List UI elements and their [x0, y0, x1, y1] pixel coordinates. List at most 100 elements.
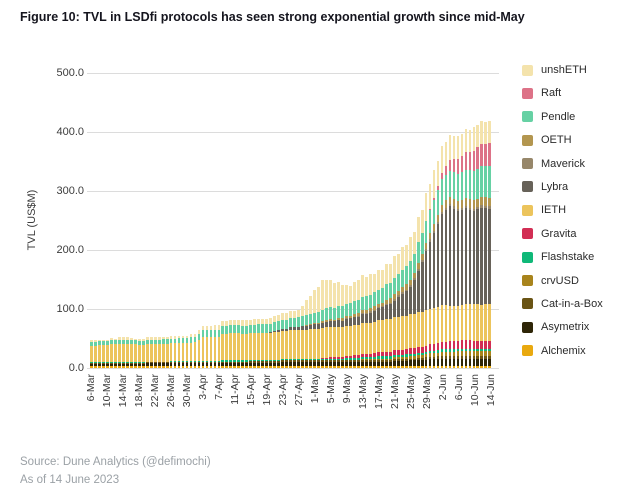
- bar-segment-alchemix: [225, 366, 229, 368]
- legend-item-asymetrix: Asymetrix: [522, 321, 603, 333]
- bar: [400, 246, 404, 368]
- bar-segment-alchemix: [233, 366, 237, 368]
- bar: [129, 337, 133, 368]
- x-tick-label: 7-Apr: [213, 374, 225, 400]
- bar-segment-unsheth: [93, 340, 97, 343]
- bar-segment-oeth: [480, 196, 484, 206]
- bar-segment-gravita: [404, 349, 408, 355]
- bar-segment-pendle: [177, 337, 181, 343]
- bar-segment-asymetrix: [213, 363, 217, 367]
- bar-segment-alchemix: [121, 366, 125, 368]
- bar-segment-ieth: [129, 344, 133, 363]
- bar-segment-asymetrix: [325, 362, 328, 367]
- bar-segment-flashstake: [468, 348, 472, 352]
- bar-segment-flashstake: [181, 360, 185, 363]
- bar-segment-lybra: [301, 326, 304, 330]
- bar-segment-alchemix: [173, 366, 177, 368]
- bar-segment-unsheth: [297, 310, 300, 318]
- bar-segment-crvusd: [464, 351, 468, 357]
- y-tick-label: 200.0: [56, 244, 84, 256]
- bar-segment-pendle: [444, 174, 448, 201]
- bar-segment-asymetrix: [436, 358, 440, 366]
- bar-segment-unsheth: [90, 340, 93, 343]
- bar-segment-asymetrix: [121, 363, 125, 367]
- bar-segment-flashstake: [424, 352, 428, 355]
- bar-segment-alchemix: [249, 366, 253, 368]
- bar-segment-ieth: [372, 322, 376, 354]
- bar-segment-lybra: [333, 321, 336, 328]
- legend-swatch: [522, 64, 533, 76]
- bar-segment-cat-in-a-box: [145, 362, 149, 364]
- bar-segment-unsheth: [225, 321, 229, 327]
- bar-segment-asymetrix: [261, 362, 265, 367]
- bar-segment-unsheth: [321, 279, 324, 311]
- bar-segment-cat-in-a-box: [372, 359, 376, 362]
- bar-segment-asymetrix: [137, 363, 141, 367]
- bar-segment-pendle: [97, 341, 101, 346]
- bar-segment-flashstake: [193, 360, 197, 363]
- bar: [225, 321, 229, 368]
- bar-segment-ieth: [169, 343, 173, 361]
- bar-segment-asymetrix: [364, 361, 368, 367]
- bar-segment-ieth: [464, 304, 468, 341]
- bar-segment-asymetrix: [376, 361, 380, 367]
- bar: [313, 290, 316, 368]
- bar-segment-ieth: [213, 337, 217, 361]
- bar-segment-pendle: [388, 282, 392, 299]
- bar: [101, 339, 105, 368]
- bar-segment-flashstake: [121, 362, 125, 363]
- legend-item-ieth: IETH: [522, 204, 603, 216]
- bar-segment-cat-in-a-box: [468, 356, 472, 359]
- bar-segment-asymetrix: [404, 360, 408, 367]
- bar-segment-cat-in-a-box: [157, 362, 161, 364]
- gridline: [87, 250, 499, 251]
- bar: [305, 300, 308, 368]
- bar-segment-asymetrix: [117, 363, 121, 367]
- bar-segment-ieth: [368, 322, 372, 354]
- bar-segment-alchemix: [253, 366, 257, 368]
- bar-segment-maverick: [444, 207, 448, 210]
- bar-segment-oeth: [360, 310, 364, 314]
- bar-segment-ieth: [93, 345, 97, 363]
- bar-segment-gravita: [392, 350, 396, 356]
- bar-segment-alchemix: [193, 366, 197, 368]
- bar-segment-oeth: [476, 198, 480, 207]
- x-tick-label: 25-May: [405, 374, 417, 410]
- bar-segment-ieth: [117, 343, 121, 363]
- bar-segment-alchemix: [141, 366, 145, 368]
- bar-segment-asymetrix: [480, 358, 484, 366]
- bar-segment-cat-in-a-box: [456, 356, 460, 359]
- bar-segment-pendle: [352, 301, 356, 315]
- bar-segment-maverick: [364, 312, 368, 314]
- bar-segment-ieth: [404, 315, 408, 350]
- bar-segment-gravita: [360, 353, 364, 358]
- bar-segment-maverick: [380, 306, 384, 308]
- bar-segment-alchemix: [364, 366, 368, 368]
- bar: [277, 314, 281, 368]
- bar-segment-asymetrix: [345, 361, 348, 367]
- bar-segment-lybra: [488, 208, 492, 305]
- bar-segment-pendle: [117, 339, 121, 344]
- legend-swatch: [522, 298, 533, 310]
- bar-segment-crvusd: [476, 351, 480, 357]
- bar-segment-asymetrix: [468, 358, 472, 366]
- bar-segment-maverick: [428, 239, 432, 242]
- bar-segment-oeth: [456, 201, 460, 209]
- bar-segment-oeth: [392, 294, 396, 300]
- bar-segment-ieth: [237, 333, 241, 361]
- bar-segment-cat-in-a-box: [165, 362, 169, 364]
- bar: [141, 338, 145, 368]
- bar-segment-oeth: [404, 284, 408, 290]
- bar-segment-oeth: [384, 299, 388, 304]
- bar-segment-pendle: [225, 326, 229, 334]
- bar-segment-pendle: [157, 339, 161, 344]
- bar-segment-alchemix: [129, 366, 133, 368]
- bar-segment-flashstake: [293, 358, 296, 361]
- bar-segment-cat-in-a-box: [221, 361, 225, 363]
- bar-segment-alchemix: [400, 366, 404, 368]
- bar-segment-flashstake: [209, 360, 213, 363]
- bar-segment-ieth: [432, 308, 436, 345]
- bar-segment-ieth: [241, 333, 245, 361]
- bar-segment-oeth: [400, 287, 404, 292]
- legend-item-raft: Raft: [522, 87, 603, 99]
